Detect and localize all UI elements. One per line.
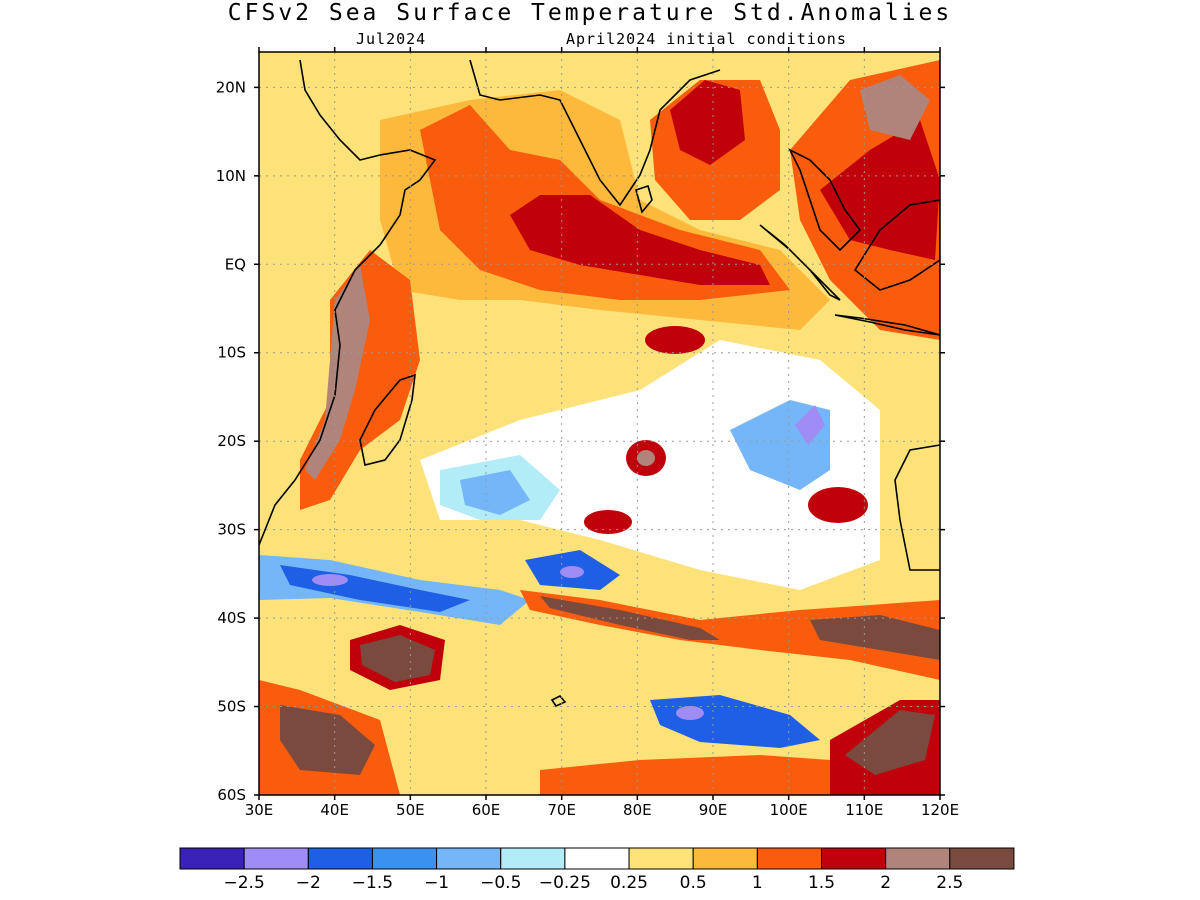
lat-tick-label: 60S: [217, 786, 246, 804]
lat-tick-label: 40S: [217, 609, 246, 627]
colorbar-swatch: [949, 847, 1015, 870]
coastline-australia: [894, 444, 940, 571]
coastline-africa-arabia: [259, 59, 437, 546]
colorbar-swatch: [564, 847, 630, 870]
anomaly-bay-core: [670, 80, 745, 165]
colorbar-label: −0.5: [480, 873, 521, 893]
colorbar-label: 2: [880, 873, 891, 893]
coastline-arabia-india: [469, 59, 721, 207]
colorbar-label: −1.5: [352, 873, 393, 893]
sst-anomaly-field: [259, 52, 940, 795]
lat-tick-label: EQ: [225, 255, 246, 273]
anomaly-south-deep-blue-85e: [676, 706, 704, 720]
coastline-borneo: [853, 199, 940, 291]
lon-tick-label: 70E: [547, 801, 576, 819]
coastline-madagascar: [359, 373, 416, 466]
coastline-kerguelen: [550, 695, 567, 708]
anomaly-southwest-extreme: [360, 635, 435, 682]
map-frame: [258, 51, 941, 796]
lon-tick-label: 90E: [699, 801, 728, 819]
map-title: CFSv2 Sea Surface Temperature Std.Anomal…: [227, 0, 953, 26]
colorbar-swatch: [756, 847, 822, 870]
anomaly-indonesia-core: [820, 120, 940, 260]
lat-tick-label: 10S: [217, 344, 246, 362]
colorbar-swatch: [500, 847, 566, 870]
lon-tick-label: 40E: [320, 801, 349, 819]
coastline-sri-lanka: [635, 184, 653, 214]
coastline-java: [834, 314, 940, 336]
colorbar-label: −0.25: [539, 873, 591, 893]
anomaly-warm-spot-4: [645, 326, 705, 354]
colorbar-swatch: [371, 847, 438, 870]
colorbar-label: 1: [752, 873, 763, 893]
lon-tick-label: 60E: [472, 801, 501, 819]
initial-conditions-label: April2024 initial conditions: [566, 30, 847, 48]
colorbar-swatch: [243, 847, 309, 870]
lat-tick-label: 10N: [216, 167, 246, 185]
anomaly-blue-central: [460, 470, 530, 515]
anomaly-indonesia-extreme: [860, 75, 930, 140]
colorbar-label: −2.5: [224, 873, 265, 893]
coastline-indochina: [788, 148, 862, 252]
anomaly-south-orange-band: [540, 755, 830, 795]
lat-tick-label: 20N: [216, 78, 246, 96]
valid-month-label: Jul2024: [356, 30, 427, 48]
lon-tick-label: 30E: [245, 801, 274, 819]
anomaly-southwest-corner-extreme: [280, 705, 375, 775]
lon-tick-label: 110E: [845, 801, 883, 819]
grid-lines: [259, 52, 940, 795]
anomaly-southern-deep-blue: [312, 574, 348, 586]
axis-ticks: 30E 40E 50E 60E 70E 80E 90E 100E 110E 120E 20N 10N E…: [216, 47, 959, 819]
lon-tick-label: 120E: [921, 801, 959, 819]
colorbar-label: 0.25: [610, 873, 648, 893]
colorbar-label: 0.5: [680, 873, 707, 893]
anomaly-warm-spot-2: [808, 487, 868, 523]
lat-tick-label: 50S: [217, 698, 246, 716]
colorbar-swatch: [692, 847, 758, 870]
anomaly-deep-blue-70e: [560, 566, 584, 578]
lat-tick-label: 20S: [217, 432, 246, 450]
colorbar-swatch: [179, 847, 245, 870]
lat-tick-label: 30S: [217, 521, 246, 539]
anomaly-core-equatorial: [510, 195, 770, 285]
lon-tick-label: 80E: [623, 801, 652, 819]
colorbar-swatch: [885, 847, 951, 870]
anomaly-warm-spot-1-core: [637, 450, 655, 466]
colorbar-swatch: [307, 847, 373, 870]
colorbar-swatch: [436, 847, 502, 870]
colorbar-swatch: [821, 847, 887, 870]
coastlines: [259, 59, 940, 708]
lon-tick-label: 50E: [396, 801, 425, 819]
lon-tick-label: 100E: [770, 801, 808, 819]
colorbar-label: 1.5: [808, 873, 835, 893]
anomaly-southeast-corner-extreme: [845, 710, 935, 775]
colorbar: −2.5 −2 −1.5 −1 −0.5 −0.25 0.25 0.5 1 1.5 2 2.5: [179, 847, 1015, 893]
colorbar-label: −2: [296, 873, 321, 893]
anomaly-warm-spot-3: [584, 510, 632, 534]
colorbar-label: −1: [424, 873, 449, 893]
anomaly-deep-blue-east: [795, 405, 825, 445]
colorbar-swatch: [628, 847, 694, 870]
colorbar-label: 2.5: [936, 873, 963, 893]
anomaly-southern-extreme-east: [810, 615, 940, 660]
